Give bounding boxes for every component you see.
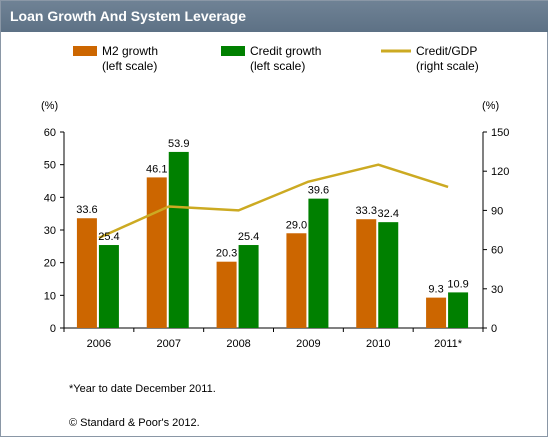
x-tick-label: 2006 <box>87 338 111 350</box>
data-label-credit: 39.6 <box>308 185 329 197</box>
bar-m2-growth <box>146 177 167 328</box>
left-tick-label: 20 <box>44 258 56 270</box>
data-label-m2: 9.3 <box>428 284 443 296</box>
left-tick-label: 40 <box>44 192 56 204</box>
bar-credit-growth <box>168 151 189 328</box>
left-tick-label: 50 <box>44 160 56 172</box>
right-tick-label: 90 <box>491 205 503 217</box>
data-label-m2: 33.3 <box>356 205 377 217</box>
legend-sub-credit: (left scale) <box>250 59 305 73</box>
legend-label-gdp: Credit/GDP <box>416 44 477 58</box>
left-tick-label: 10 <box>44 290 56 302</box>
right-tick-label: 120 <box>491 166 509 178</box>
legend-label-credit: Credit growth <box>250 44 321 58</box>
legend-label-m2: M2 growth <box>102 44 158 58</box>
axes: 0 10 20 30 40 50 60 0 30 60 90 120 150 2006 2007 2008 20… <box>44 127 510 350</box>
x-tick-label: 2009 <box>296 338 320 350</box>
left-tick-label: 0 <box>50 323 56 335</box>
legend-sub-gdp: (right scale) <box>416 59 479 73</box>
right-tick-label: 150 <box>491 127 509 139</box>
bar-credit-growth <box>238 245 259 328</box>
x-tick-label: 2011* <box>434 338 463 350</box>
data-label-m2: 29.0 <box>286 219 307 231</box>
legend: M2 growth (left scale) Credit growth (le… <box>73 44 479 73</box>
bar-m2-growth <box>426 297 447 328</box>
bar-credit-growth <box>448 292 469 328</box>
data-label-credit: 32.4 <box>378 208 399 220</box>
footnote: *Year to date December 2011. <box>69 383 216 395</box>
legend-sub-m2: (left scale) <box>102 59 157 73</box>
bar-m2-growth <box>76 218 97 328</box>
bar-m2-growth <box>356 219 377 328</box>
left-tick-label: 30 <box>44 225 56 237</box>
bar-credit-growth <box>378 222 399 328</box>
data-label-credit: 10.9 <box>447 278 468 290</box>
line-credit-gdp <box>98 163 449 239</box>
value-labels: 33.625.446.153.920.325.429.039.633.3 32.4… <box>76 138 469 296</box>
right-tick-label: 60 <box>491 245 503 257</box>
right-axis-unit: (%) <box>482 100 499 112</box>
credit-gdp-line <box>98 163 449 239</box>
x-tick-label: 2008 <box>226 338 250 350</box>
x-tick-label: 2007 <box>157 338 181 350</box>
data-label-credit: 53.9 <box>168 138 189 150</box>
data-label-m2: 20.3 <box>216 248 237 260</box>
x-tick-label: 2010 <box>366 338 390 350</box>
bar-m2-growth <box>216 261 237 328</box>
legend-swatch-m2 <box>73 46 97 56</box>
data-label-credit: 25.4 <box>238 231 259 243</box>
bar-m2-growth <box>286 233 307 328</box>
left-axis-unit: (%) <box>41 100 58 112</box>
chart-title: Loan Growth And System Leverage <box>10 8 246 24</box>
data-label-m2: 46.1 <box>146 163 167 175</box>
bars <box>76 151 469 328</box>
copyright: © Standard & Poor's 2012. <box>69 417 200 429</box>
data-label-m2: 33.6 <box>76 204 97 216</box>
title-bar: Loan Growth And System Leverage <box>1 1 548 32</box>
right-tick-label: 0 <box>491 323 497 335</box>
bar-credit-growth <box>98 245 119 328</box>
legend-swatch-credit <box>221 46 245 56</box>
left-tick-label: 60 <box>44 127 56 139</box>
bar-credit-growth <box>308 198 329 328</box>
data-label-credit: 25.4 <box>98 231 119 243</box>
right-tick-label: 30 <box>491 284 503 296</box>
